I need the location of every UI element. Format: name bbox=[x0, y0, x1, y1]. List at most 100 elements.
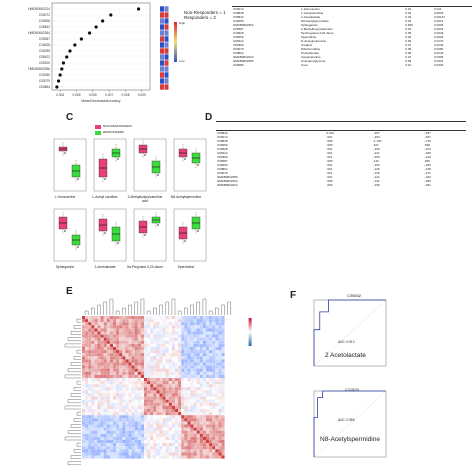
heatmap-cell bbox=[150, 368, 154, 372]
heatmap-cell bbox=[94, 343, 98, 347]
heatmap-cell bbox=[168, 353, 172, 357]
heatmap-cell bbox=[147, 374, 151, 378]
heatmap-cell bbox=[109, 446, 113, 450]
heatmap-cell bbox=[193, 440, 197, 444]
heatmap-cell bbox=[178, 353, 182, 357]
heatmap-cell bbox=[140, 343, 144, 347]
heatmap-cell bbox=[190, 331, 194, 335]
heatmap-cell bbox=[181, 371, 185, 375]
heatmap-cell bbox=[113, 328, 117, 332]
heatmap-cell bbox=[144, 418, 148, 422]
heatmap-cell bbox=[116, 362, 120, 366]
heatmap-cell bbox=[113, 316, 117, 320]
heatmap-cell bbox=[113, 350, 117, 354]
heatmap-cell bbox=[85, 356, 89, 360]
heatmap-cell bbox=[144, 399, 148, 403]
heatmap-cell bbox=[168, 322, 172, 326]
heatmap-cell bbox=[88, 436, 92, 440]
dotplot-class-cell bbox=[160, 84, 164, 90]
heatmap-cell bbox=[162, 396, 166, 400]
heatmap-cell bbox=[165, 328, 169, 332]
heatmap-cell bbox=[202, 421, 206, 425]
heatmap-cell bbox=[147, 393, 151, 397]
heatmap-cell bbox=[113, 402, 117, 406]
heatmap-cell bbox=[171, 399, 175, 403]
heatmap-cell bbox=[109, 319, 113, 323]
correlation-heatmap bbox=[64, 298, 252, 465]
table-cell: C00838 bbox=[233, 11, 244, 15]
heatmap-cell bbox=[122, 319, 126, 323]
heatmap-cell bbox=[103, 328, 107, 332]
heatmap-cell bbox=[199, 359, 203, 363]
heatmap-cell bbox=[212, 359, 216, 363]
table-cell: -.141 bbox=[372, 179, 380, 183]
heatmap-cell bbox=[212, 325, 216, 329]
heatmap-cell bbox=[88, 347, 92, 351]
heatmap-cell bbox=[119, 390, 123, 394]
boxplot-point bbox=[64, 152, 66, 154]
heatmap-cell bbox=[122, 436, 126, 440]
heatmap-cell bbox=[147, 418, 151, 422]
heatmap-cell bbox=[100, 381, 104, 385]
table-cell: 0.0049 bbox=[434, 31, 444, 35]
heatmap-cell bbox=[94, 452, 98, 456]
heatmap-cell bbox=[153, 455, 157, 459]
heatmap-cell bbox=[147, 331, 151, 335]
heatmap-cell bbox=[181, 378, 185, 382]
dotplot-xlabel: MeanDecreaseAccuracy bbox=[81, 99, 120, 103]
heatmap-cell bbox=[187, 427, 191, 431]
heatmap-cell bbox=[82, 378, 86, 382]
heatmap-cell bbox=[91, 399, 95, 403]
heatmap-cell bbox=[196, 365, 200, 369]
heatmap-cell bbox=[82, 443, 86, 447]
heatmap-cell bbox=[140, 328, 144, 332]
heatmap-cell bbox=[131, 443, 135, 447]
boxplot-point bbox=[184, 240, 186, 242]
heatmap-cell bbox=[187, 409, 191, 413]
heatmap-cell bbox=[175, 350, 179, 354]
heatmap-cell bbox=[175, 353, 179, 357]
heatmap-cell bbox=[221, 356, 225, 360]
heatmap-cell bbox=[199, 452, 203, 456]
heatmap-cell bbox=[218, 415, 222, 419]
heatmap-cell bbox=[206, 455, 210, 459]
heatmap-cell bbox=[153, 424, 157, 428]
heatmap-cell bbox=[153, 359, 157, 363]
heatmap-cell bbox=[134, 440, 138, 444]
heatmap-cell bbox=[187, 387, 191, 391]
dotplot-label: HMDB0062224 bbox=[28, 7, 50, 11]
heatmap-cell bbox=[165, 440, 169, 444]
heatmap-cell bbox=[85, 368, 89, 372]
boxplot-legend: NON-RESPONDERS RESPONDERS bbox=[95, 124, 132, 135]
heatmap-cell bbox=[131, 393, 135, 397]
heatmap-cell bbox=[171, 446, 175, 450]
table-cell: -.113 bbox=[372, 175, 380, 179]
table-cell: Spermidine bbox=[301, 35, 317, 39]
heatmap-cell bbox=[94, 322, 98, 326]
heatmap-cell bbox=[221, 396, 225, 400]
heatmap-cell bbox=[156, 418, 160, 422]
heatmap-cell bbox=[202, 378, 206, 382]
dotplot-class-cell bbox=[160, 36, 164, 42]
heatmap-cell bbox=[209, 350, 213, 354]
heatmap-cell bbox=[206, 421, 210, 425]
heatmap-cell bbox=[106, 378, 110, 382]
heatmap-cell bbox=[119, 374, 123, 378]
heatmap-cell bbox=[156, 340, 160, 344]
heatmap-cell bbox=[116, 387, 120, 391]
heatmap-cell bbox=[131, 319, 135, 323]
heatmap-cell bbox=[82, 368, 86, 372]
heatmap-cell bbox=[187, 384, 191, 388]
heatmap-cell bbox=[91, 427, 95, 431]
heatmap-cell bbox=[137, 455, 141, 459]
heatmap-cell bbox=[190, 424, 194, 428]
heatmap-cell bbox=[119, 415, 123, 419]
heatmap-cell bbox=[97, 387, 101, 391]
heatmap-cell bbox=[122, 390, 126, 394]
heatmap-cell bbox=[199, 334, 203, 338]
heatmap-cell bbox=[196, 393, 200, 397]
heatmap-cell bbox=[85, 362, 89, 366]
heatmap-cell bbox=[165, 362, 169, 366]
heatmap-cell bbox=[147, 452, 151, 456]
heatmap-cell bbox=[165, 390, 169, 394]
